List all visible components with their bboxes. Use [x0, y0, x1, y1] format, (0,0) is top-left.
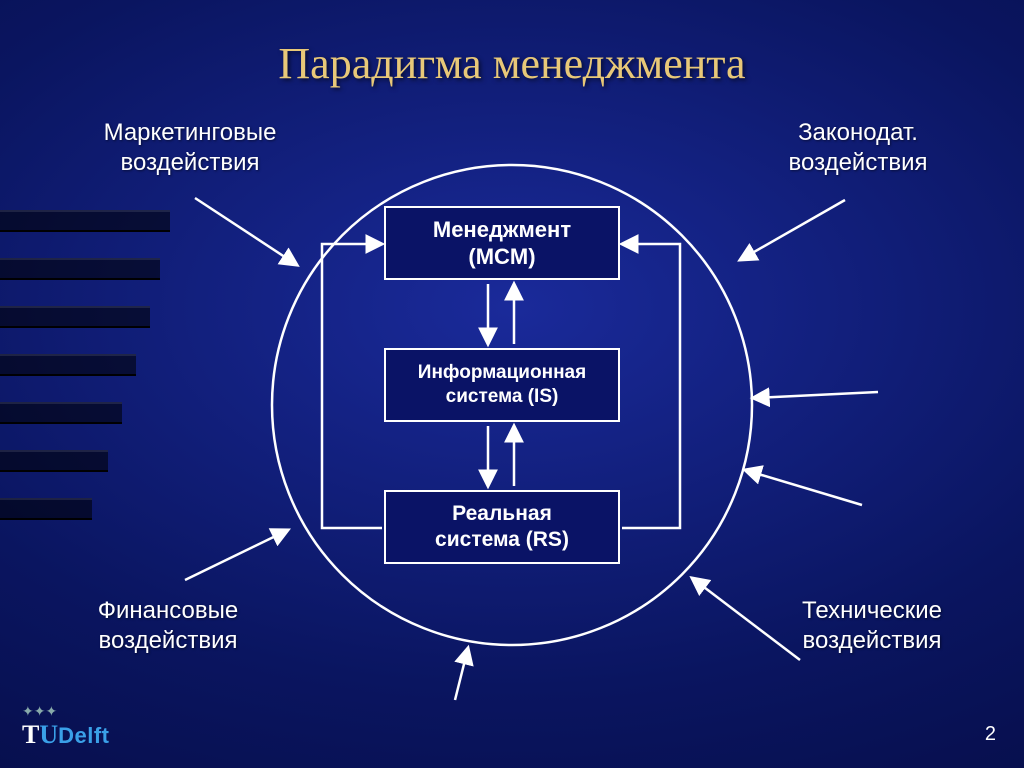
logo-u: U [39, 720, 58, 749]
logo-t: T [22, 720, 39, 749]
label-technical: Техническиевоздействия [752, 596, 992, 656]
label-legislative: Законодат.воздействия [738, 118, 978, 178]
box-info-system: Информационнаясистема (IS) [384, 348, 620, 422]
label-financial: Финансовыевоздействия [48, 596, 288, 656]
label-marketing: Маркетинговыевоздействия [60, 118, 320, 178]
box-management: Менеджмент(MCM) [384, 206, 620, 280]
page-number: 2 [985, 723, 996, 746]
logo-delft: Delft [58, 723, 109, 748]
box-real-system: Реальнаясистема (RS) [384, 490, 620, 564]
footer-logo: ✦✦✦ TUDelft [22, 703, 110, 750]
slide-title: Парадигма менеджмента [0, 38, 1024, 89]
logo-icon: ✦✦✦ [22, 703, 110, 720]
